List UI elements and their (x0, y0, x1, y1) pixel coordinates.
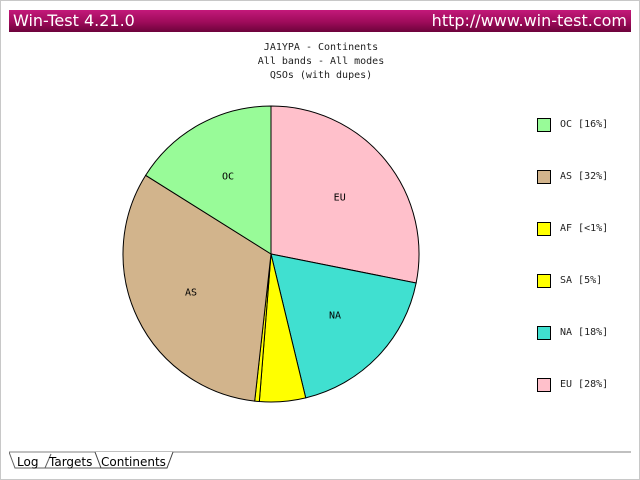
app-url: http://www.win-test.com (431, 11, 627, 30)
legend-swatch (537, 170, 551, 184)
chart-subtitle: All bands - All modes (257, 56, 385, 67)
legend-swatch (537, 222, 551, 236)
legend-swatch (537, 378, 551, 392)
legend-label: OC [16%] (560, 119, 609, 130)
pie-label-eu: EU (334, 193, 346, 204)
legend-label: AF [<1%] (560, 223, 609, 234)
tab-continents[interactable]: Continents (101, 455, 166, 469)
legend-label: SA [5%] (560, 275, 603, 286)
pie-slice-as (122, 174, 272, 402)
pie-label-na: NA (329, 311, 341, 322)
pie-slice-na (270, 253, 417, 399)
legend-swatch (537, 274, 551, 288)
chart-subtitle-2: QSOs (with dupes) (269, 70, 373, 81)
pie-label-oc: OC (222, 171, 234, 182)
legend-swatch (537, 118, 551, 132)
pie-label-as: AS (185, 288, 197, 299)
app-title: Win-Test 4.21.0 (13, 11, 135, 30)
tab-targets[interactable]: Targets (49, 455, 93, 469)
legend-swatch (537, 326, 551, 340)
chart-title: JA1YPA - Continents (263, 42, 379, 53)
legend-label: AS [32%] (560, 171, 609, 182)
tab-strip: Log Targets Continents (9, 451, 631, 473)
pie-slice-eu (270, 105, 420, 284)
title-bar[interactable]: Win-Test 4.21.0 http://www.win-test.com (9, 10, 631, 32)
tab-strip-outline (9, 451, 631, 469)
tab-log[interactable]: Log (17, 455, 39, 469)
pie-slice-oc (144, 105, 272, 255)
legend-label: EU [28%] (560, 379, 609, 390)
legend-label: NA [18%] (560, 327, 609, 338)
